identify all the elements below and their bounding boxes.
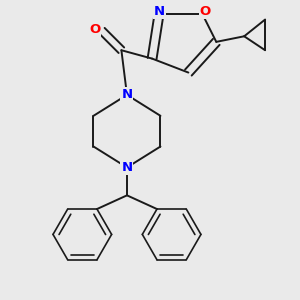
Text: O: O xyxy=(89,23,100,36)
Text: N: N xyxy=(122,88,133,101)
Text: O: O xyxy=(200,5,211,18)
Text: N: N xyxy=(154,5,165,18)
Text: N: N xyxy=(122,161,133,174)
